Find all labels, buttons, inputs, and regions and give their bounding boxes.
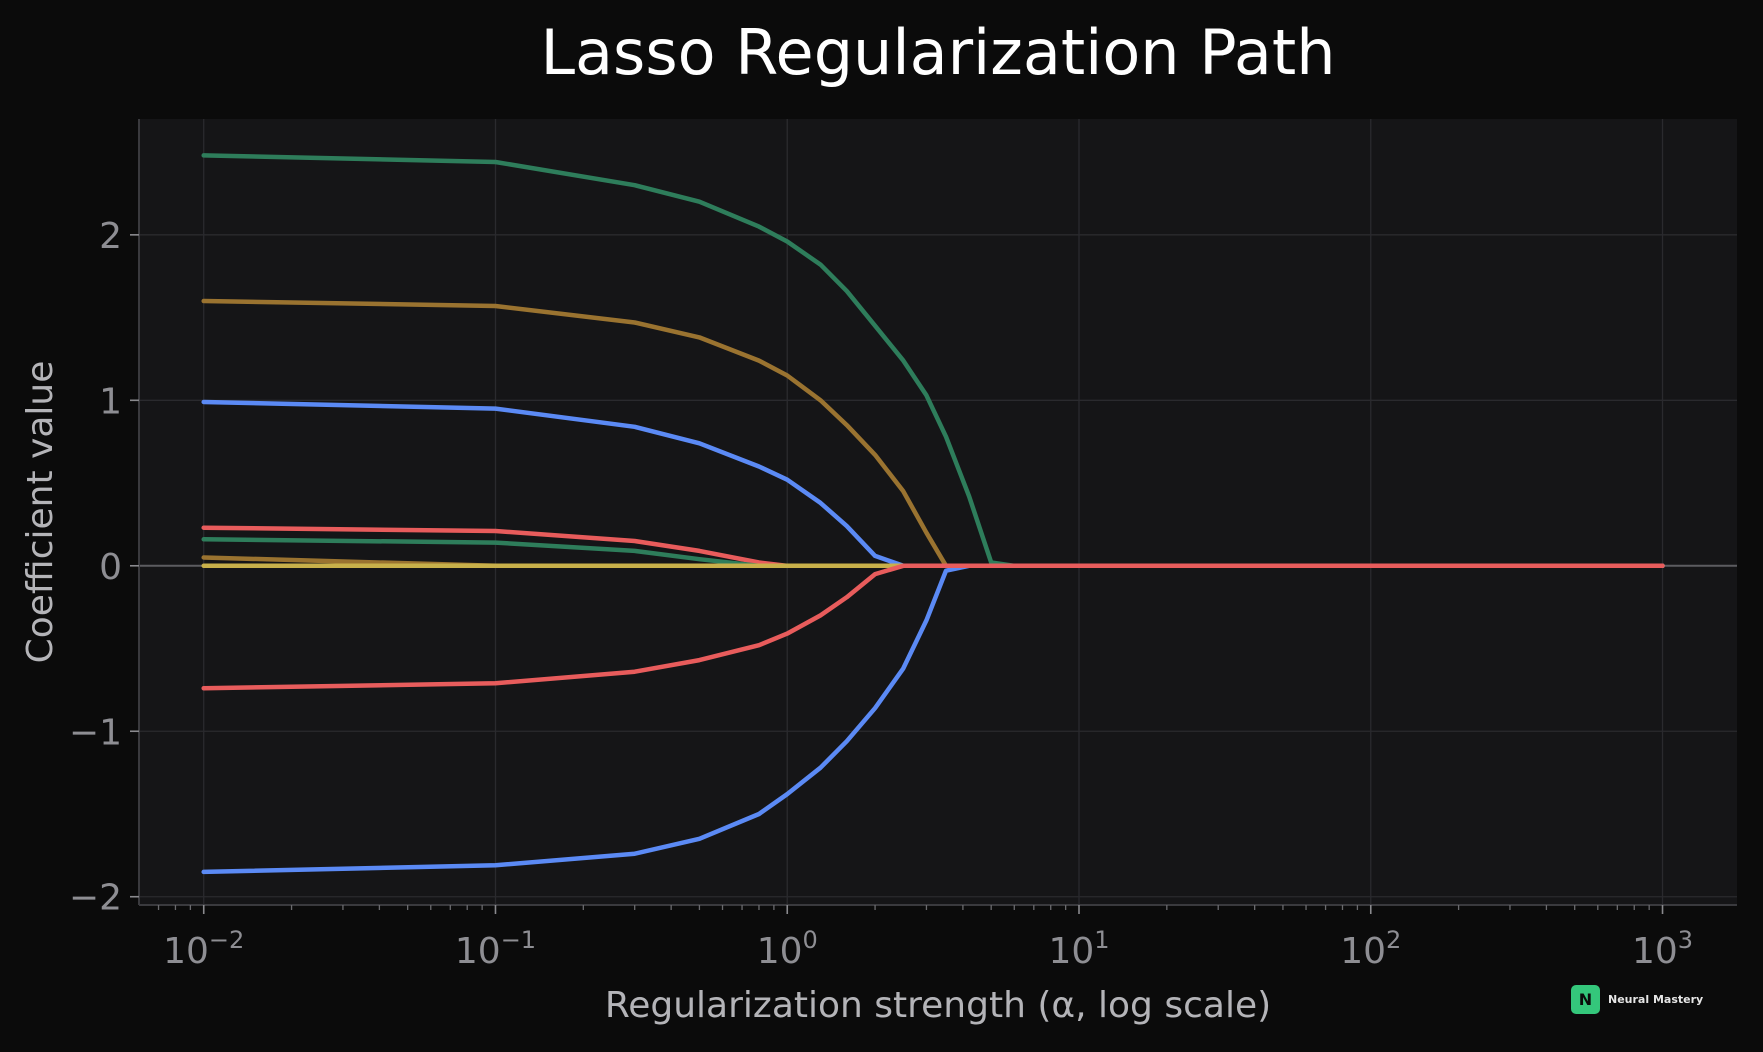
x-tick-label: 10−2: [163, 926, 244, 972]
x-tick-label: 10−1: [455, 926, 536, 972]
chart-title: Lasso Regularization Path: [540, 16, 1335, 89]
brand-letter: N: [1579, 990, 1592, 1009]
y-tick-label: −1: [69, 712, 122, 753]
x-tick-label: 103: [1632, 926, 1693, 972]
y-tick-label: 2: [99, 216, 122, 257]
y-ticks: 2 1 0 −1 −2: [69, 216, 139, 919]
y-tick-label: 1: [99, 381, 122, 422]
axes: [138, 119, 1737, 906]
x-ticks: 10−2 10−1 100 101 102 103: [157, 905, 1693, 972]
series-group: [201, 153, 1665, 875]
y-axis-label: Coefficient value: [20, 361, 61, 664]
brand-name: Neural Mastery: [1608, 993, 1703, 1006]
x-tick-label: 100: [757, 926, 818, 972]
series-line-9: [201, 563, 1665, 691]
x-tick-label: 101: [1048, 926, 1109, 972]
plot-area: [139, 119, 1737, 905]
y-tick-label: −2: [69, 878, 122, 919]
brand-badge: [1571, 985, 1600, 1014]
x-axis-label: Regularization strength (α, log scale): [605, 985, 1271, 1026]
x-tick-label: 102: [1340, 926, 1401, 972]
brand-logo: N Neural Mastery: [1571, 985, 1703, 1014]
y-tick-label: 0: [99, 547, 122, 588]
